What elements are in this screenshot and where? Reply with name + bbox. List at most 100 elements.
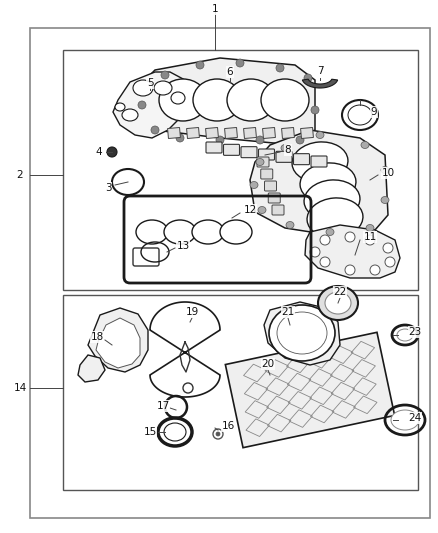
Text: 6: 6: [227, 67, 233, 77]
Ellipse shape: [381, 197, 389, 204]
Polygon shape: [96, 318, 140, 368]
Ellipse shape: [326, 229, 334, 236]
Ellipse shape: [281, 144, 289, 151]
FancyBboxPatch shape: [241, 147, 257, 158]
Ellipse shape: [258, 206, 266, 214]
Ellipse shape: [366, 224, 374, 231]
Text: 8: 8: [285, 145, 291, 155]
Ellipse shape: [220, 220, 252, 244]
Ellipse shape: [292, 142, 348, 182]
Ellipse shape: [136, 220, 168, 244]
Ellipse shape: [345, 265, 355, 275]
Bar: [300, 127, 314, 139]
Ellipse shape: [370, 265, 380, 275]
FancyBboxPatch shape: [265, 181, 276, 191]
Ellipse shape: [304, 180, 360, 220]
Ellipse shape: [311, 106, 319, 114]
Text: 12: 12: [244, 205, 257, 215]
FancyBboxPatch shape: [272, 205, 284, 215]
Ellipse shape: [385, 257, 395, 267]
Ellipse shape: [193, 79, 241, 121]
Ellipse shape: [316, 132, 324, 139]
Polygon shape: [140, 58, 315, 145]
Polygon shape: [264, 302, 340, 365]
Ellipse shape: [365, 235, 375, 245]
Ellipse shape: [345, 232, 355, 242]
Polygon shape: [88, 308, 148, 372]
Text: 21: 21: [281, 307, 295, 317]
Ellipse shape: [227, 79, 275, 121]
Ellipse shape: [296, 136, 304, 144]
Bar: [205, 127, 219, 139]
Ellipse shape: [159, 79, 207, 121]
Text: 11: 11: [364, 232, 377, 242]
Polygon shape: [305, 225, 400, 278]
Polygon shape: [226, 332, 395, 448]
Ellipse shape: [138, 101, 146, 109]
Ellipse shape: [122, 109, 138, 121]
Ellipse shape: [164, 220, 196, 244]
Ellipse shape: [133, 80, 153, 96]
Ellipse shape: [256, 158, 264, 166]
Ellipse shape: [310, 247, 320, 257]
Ellipse shape: [348, 105, 372, 125]
Ellipse shape: [320, 235, 330, 245]
Ellipse shape: [381, 166, 389, 174]
Ellipse shape: [391, 410, 419, 430]
Bar: [168, 127, 180, 139]
Text: 16: 16: [221, 421, 235, 431]
Ellipse shape: [115, 103, 125, 111]
Text: 20: 20: [261, 359, 275, 369]
Polygon shape: [113, 72, 188, 138]
Ellipse shape: [304, 74, 312, 82]
Ellipse shape: [276, 64, 284, 72]
Text: 19: 19: [185, 307, 198, 317]
Text: 13: 13: [177, 241, 190, 251]
Bar: [282, 127, 294, 139]
Text: 14: 14: [14, 383, 27, 393]
Ellipse shape: [286, 222, 294, 229]
Ellipse shape: [171, 92, 185, 104]
Ellipse shape: [216, 432, 220, 436]
FancyBboxPatch shape: [293, 154, 310, 165]
Text: 17: 17: [156, 401, 170, 411]
Ellipse shape: [161, 71, 169, 79]
Text: 5: 5: [147, 78, 153, 88]
Text: 1: 1: [212, 4, 218, 14]
Ellipse shape: [107, 147, 117, 157]
FancyBboxPatch shape: [257, 157, 269, 167]
Bar: [244, 127, 256, 139]
Ellipse shape: [397, 329, 413, 341]
FancyBboxPatch shape: [268, 193, 280, 203]
Text: 22: 22: [333, 287, 346, 297]
Ellipse shape: [196, 61, 204, 69]
Polygon shape: [302, 79, 338, 88]
Ellipse shape: [176, 134, 184, 142]
Ellipse shape: [192, 220, 224, 244]
FancyBboxPatch shape: [311, 156, 327, 167]
Ellipse shape: [325, 292, 351, 314]
FancyBboxPatch shape: [133, 248, 159, 266]
Ellipse shape: [250, 182, 258, 189]
FancyBboxPatch shape: [261, 169, 273, 179]
FancyBboxPatch shape: [223, 144, 240, 155]
Ellipse shape: [383, 243, 393, 253]
Ellipse shape: [261, 79, 309, 121]
Text: 24: 24: [408, 413, 422, 423]
Polygon shape: [78, 355, 105, 382]
Bar: [63, 50, 418, 290]
Ellipse shape: [154, 81, 172, 95]
Ellipse shape: [236, 59, 244, 67]
Ellipse shape: [164, 423, 186, 441]
Polygon shape: [250, 130, 388, 235]
Bar: [225, 127, 237, 139]
Text: 23: 23: [408, 327, 422, 337]
Ellipse shape: [307, 198, 363, 238]
Text: 15: 15: [143, 427, 157, 437]
Ellipse shape: [361, 141, 369, 149]
FancyBboxPatch shape: [206, 142, 222, 153]
FancyBboxPatch shape: [258, 149, 275, 160]
Bar: [263, 127, 276, 139]
Text: 3: 3: [105, 183, 111, 193]
Ellipse shape: [300, 163, 356, 203]
